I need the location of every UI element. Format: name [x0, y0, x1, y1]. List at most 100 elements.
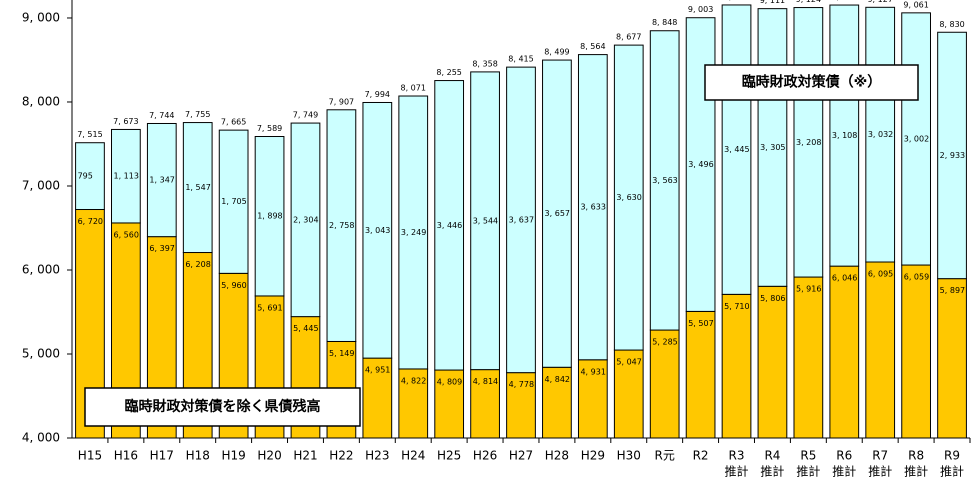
value-label: 6, 397 — [149, 244, 174, 253]
bar-segment — [470, 71, 500, 371]
value-label: 3, 630 — [616, 193, 641, 202]
bar-segment — [398, 95, 429, 370]
bar-segment — [362, 101, 393, 359]
x-tick-label: R7 — [872, 449, 888, 463]
x-tick-label: 推計 — [940, 464, 964, 479]
x-tick-label: H25 — [437, 449, 461, 463]
total-label: 7, 515 — [77, 130, 102, 139]
x-tick-label: H29 — [581, 449, 605, 463]
total-label: 7, 907 — [329, 97, 354, 106]
total-label: 7, 665 — [221, 118, 246, 127]
x-tick-label: H24 — [401, 449, 425, 463]
value-label: 6, 059 — [904, 273, 929, 282]
total-label: 8, 848 — [652, 18, 677, 27]
value-label: 5, 445 — [293, 324, 318, 333]
value-label: 3, 032 — [868, 130, 893, 139]
bar-segment — [218, 129, 249, 274]
value-label: 4, 809 — [437, 378, 462, 387]
value-label: 3, 249 — [401, 228, 426, 237]
value-label: 5, 897 — [940, 286, 965, 295]
bar-segment — [829, 4, 860, 267]
total-label: 7, 755 — [185, 110, 210, 119]
bar-segment — [326, 109, 357, 342]
x-tick-label: H15 — [78, 449, 102, 463]
value-label: 3, 305 — [760, 143, 785, 152]
total-label: 8, 358 — [472, 59, 497, 68]
x-tick-label: 推計 — [725, 464, 749, 479]
value-label: 2, 304 — [293, 215, 318, 224]
value-label: 4, 931 — [580, 367, 605, 376]
bar-segment — [757, 285, 788, 439]
value-label: 5, 710 — [724, 302, 749, 311]
bar-segment — [75, 142, 105, 211]
bar-segment — [542, 59, 572, 368]
bar-segment — [182, 122, 213, 254]
bar-segment — [865, 261, 896, 439]
total-label: 7, 749 — [293, 111, 318, 120]
bar-segment — [685, 310, 716, 439]
bar-segment — [721, 4, 752, 295]
value-label: 2, 758 — [329, 221, 354, 230]
value-label: 3, 496 — [688, 160, 713, 169]
x-tick-label: H28 — [545, 449, 569, 463]
total-label: 9, 124 — [796, 0, 821, 4]
bar-segment — [506, 372, 536, 439]
x-tick-label: H27 — [509, 449, 533, 463]
bar-segment — [793, 7, 824, 278]
x-tick-label: H21 — [293, 449, 317, 463]
total-label: 9, 154 — [832, 0, 857, 2]
value-label: 3, 657 — [545, 209, 570, 218]
y-tick-label: 4, 000 — [22, 431, 60, 445]
series-label: 臨時財政対策債を除く県債残高 — [125, 398, 321, 415]
total-label: 9, 127 — [867, 0, 892, 4]
value-label: 5, 916 — [796, 285, 821, 294]
total-label: 8, 830 — [939, 20, 964, 29]
bar-segment — [398, 368, 429, 439]
value-label: 4, 842 — [545, 375, 570, 384]
x-tick-label: H30 — [617, 449, 641, 463]
total-label: 9, 061 — [903, 0, 928, 9]
x-tick-label: H26 — [473, 449, 497, 463]
value-label: 3, 563 — [652, 176, 677, 185]
series-label-box — [704, 64, 919, 101]
x-tick-label: R4 — [764, 449, 780, 463]
bar-segment — [613, 349, 644, 439]
value-label: 3, 446 — [437, 221, 462, 230]
total-label: 9, 155 — [724, 0, 749, 1]
x-tick-label: H23 — [365, 449, 389, 463]
x-tick-label: H20 — [257, 449, 281, 463]
value-label: 5, 047 — [616, 358, 641, 367]
x-tick-label: 推計 — [796, 464, 820, 479]
x-tick-label: H17 — [150, 449, 174, 463]
total-label: 8, 564 — [580, 42, 605, 51]
value-label: 3, 043 — [365, 226, 390, 235]
bar-segment — [937, 31, 967, 280]
value-label: 3, 637 — [509, 215, 534, 224]
value-label: 3, 208 — [796, 138, 821, 147]
value-label: 6, 208 — [185, 260, 210, 269]
value-label: 4, 822 — [401, 376, 426, 385]
value-label: 6, 720 — [78, 217, 103, 226]
value-label: 1, 547 — [185, 183, 210, 192]
bar-segment — [506, 66, 536, 374]
bar-segment — [577, 54, 608, 361]
value-label: 1, 898 — [257, 212, 282, 221]
bar-segment — [721, 293, 752, 439]
bar-segment — [434, 369, 465, 439]
value-label: 5, 285 — [652, 338, 677, 347]
value-label: 6, 095 — [868, 270, 893, 279]
bar-segment — [254, 136, 285, 297]
bar-segment — [434, 80, 465, 371]
x-tick-label: 推計 — [832, 464, 856, 479]
total-label: 7, 673 — [113, 117, 138, 126]
x-tick-label: 推計 — [868, 464, 892, 479]
value-label: 2, 933 — [940, 151, 965, 160]
value-label: 1, 705 — [221, 197, 246, 206]
value-label: 5, 806 — [760, 294, 785, 303]
value-label: 6, 560 — [114, 230, 139, 239]
bar-segment — [757, 8, 788, 287]
value-label: 3, 544 — [473, 216, 498, 225]
total-label: 8, 677 — [616, 33, 641, 42]
y-tick-label: 7, 000 — [22, 178, 60, 192]
